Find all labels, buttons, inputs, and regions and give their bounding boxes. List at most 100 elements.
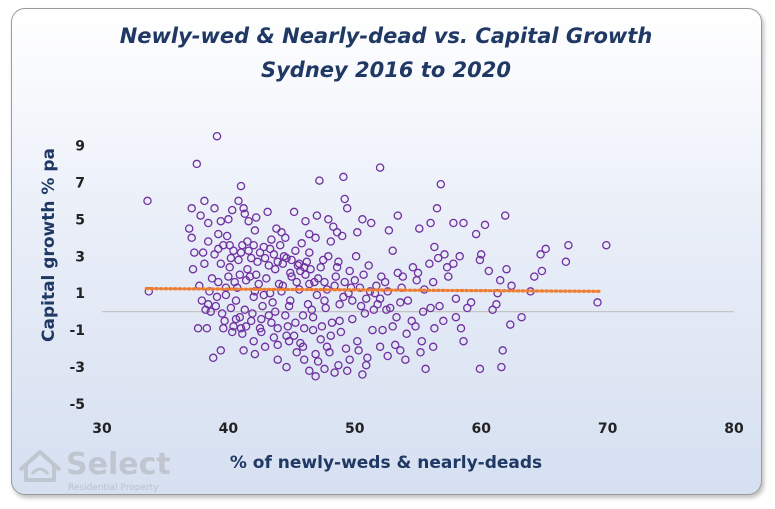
data-point	[212, 292, 222, 302]
data-point	[401, 355, 410, 364]
data-point	[286, 296, 295, 305]
data-point	[250, 349, 260, 359]
data-point	[200, 259, 209, 268]
data-point	[332, 228, 342, 237]
data-point	[426, 303, 435, 313]
data-point	[476, 250, 486, 259]
data-point	[439, 316, 448, 326]
data-point	[320, 296, 329, 305]
data-point	[359, 270, 368, 279]
data-point	[471, 229, 481, 239]
chart-title: Newly-wed & Nearly-dead vs. Capital Grow…	[120, 24, 653, 48]
data-point	[214, 229, 223, 239]
data-point	[334, 257, 343, 267]
data-point	[322, 342, 332, 352]
data-point	[372, 281, 381, 291]
data-point	[364, 261, 373, 270]
data-point	[430, 242, 439, 252]
data-point	[361, 360, 371, 370]
data-point	[375, 294, 385, 303]
data-point	[593, 298, 602, 307]
data-point	[316, 335, 325, 344]
data-point	[214, 277, 223, 287]
data-point	[236, 324, 246, 333]
data-point	[277, 287, 286, 296]
data-point	[432, 204, 442, 213]
data-point	[313, 357, 323, 366]
data-point	[200, 196, 209, 206]
data-point	[267, 318, 276, 327]
data-point	[224, 272, 233, 281]
data-point	[231, 296, 241, 305]
data-point	[197, 296, 207, 305]
data-point	[329, 222, 338, 231]
data-point	[408, 263, 418, 272]
data-point	[263, 207, 272, 217]
data-point	[236, 248, 246, 257]
data-point	[212, 131, 222, 141]
data-point	[353, 228, 362, 237]
data-point	[385, 303, 395, 313]
data-point	[602, 240, 611, 250]
data-point	[495, 276, 505, 285]
data-point	[418, 307, 428, 316]
data-point	[190, 248, 199, 257]
data-point	[273, 257, 282, 267]
data-point	[340, 194, 349, 204]
data-point	[273, 355, 282, 364]
data-point	[340, 277, 349, 287]
y-tick-label: -5	[69, 397, 85, 413]
data-point	[298, 311, 308, 320]
data-point	[244, 246, 253, 255]
data-point	[561, 257, 571, 267]
data-point	[330, 368, 339, 377]
data-point	[184, 224, 194, 233]
data-point	[299, 355, 309, 364]
data-point	[350, 276, 360, 285]
data-point	[270, 264, 280, 274]
x-tick-label: 30	[92, 421, 112, 437]
data-point	[475, 364, 485, 374]
data-point	[315, 176, 324, 185]
data-point	[281, 311, 290, 320]
data-point	[375, 163, 385, 172]
data-point	[342, 366, 352, 376]
data-point	[308, 312, 318, 322]
data-point	[292, 348, 301, 357]
data-point	[206, 307, 215, 316]
data-point	[425, 259, 434, 268]
data-point	[225, 263, 234, 272]
data-point	[265, 244, 275, 254]
data-point	[187, 233, 196, 243]
data-point	[299, 324, 309, 333]
data-point	[208, 353, 218, 363]
data-point	[267, 235, 276, 244]
data-point	[308, 325, 318, 335]
data-point	[313, 274, 323, 283]
data-point	[435, 301, 444, 311]
data-point	[143, 196, 152, 206]
data-point	[332, 263, 342, 272]
y-tick-label: 3	[75, 249, 85, 265]
data-point	[216, 346, 226, 355]
x-tick-label: 80	[724, 421, 744, 437]
data-point	[249, 240, 258, 250]
data-point	[351, 252, 361, 261]
data-point	[428, 342, 438, 352]
y-tick-label: 5	[75, 212, 85, 228]
data-point	[257, 327, 266, 337]
data-point	[500, 211, 510, 220]
data-point	[368, 325, 377, 335]
data-point	[393, 268, 403, 278]
data-point	[440, 250, 449, 259]
svg-text:Residential Property: Residential Property	[68, 483, 159, 493]
data-point	[312, 290, 322, 300]
data-point	[334, 360, 343, 370]
data-point	[393, 211, 403, 220]
data-point	[279, 252, 289, 261]
data-point	[220, 316, 229, 326]
data-point	[484, 266, 494, 276]
data-point	[301, 216, 310, 226]
data-point	[327, 318, 337, 327]
data-point	[302, 257, 312, 267]
